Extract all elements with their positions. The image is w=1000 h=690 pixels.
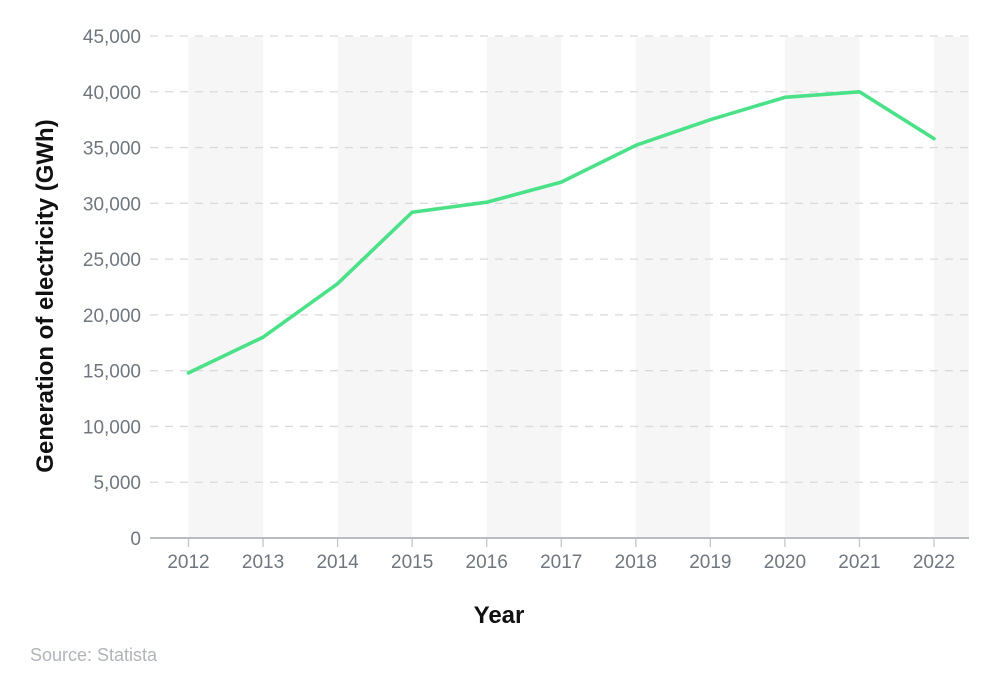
year-band xyxy=(188,37,264,537)
year-band xyxy=(784,37,860,537)
x-tick-label: 2020 xyxy=(764,552,806,573)
x-axis-title: Year xyxy=(473,602,525,629)
y-tick-label: 35,000 xyxy=(83,139,141,160)
y-tick-label: 45,000 xyxy=(83,27,141,48)
y-tick-label: 25,000 xyxy=(83,250,141,271)
y-tick-label: 15,000 xyxy=(83,362,141,383)
data-line xyxy=(186,89,936,375)
year-band xyxy=(337,37,413,537)
y-axis-title: Generation of electricity (GWh) xyxy=(32,119,59,473)
y-tick-label: 40,000 xyxy=(83,83,141,104)
x-tick-label: 2015 xyxy=(391,552,433,573)
y-tick-label: 30,000 xyxy=(83,194,141,215)
x-tick-label: 2021 xyxy=(838,552,880,573)
y-tick-label: 5,000 xyxy=(93,473,141,494)
x-tick-label: 2017 xyxy=(540,552,582,573)
x-tick-label: 2014 xyxy=(316,552,359,573)
x-tick-label: 2018 xyxy=(615,552,657,573)
x-tick-label: 2019 xyxy=(689,552,731,573)
x-tick-label: 2022 xyxy=(913,552,955,573)
year-band xyxy=(934,37,969,537)
y-tick-label: 20,000 xyxy=(83,306,141,327)
year-band xyxy=(486,37,562,537)
x-tick-label: 2013 xyxy=(242,552,284,573)
year-band xyxy=(635,37,711,537)
source-note: Source: Statista xyxy=(30,645,158,665)
x-tick-label: 2016 xyxy=(466,552,508,573)
y-tick-label: 10,000 xyxy=(83,417,141,438)
x-tick-label: 2012 xyxy=(167,552,209,573)
y-tick-label: 0 xyxy=(130,529,141,550)
